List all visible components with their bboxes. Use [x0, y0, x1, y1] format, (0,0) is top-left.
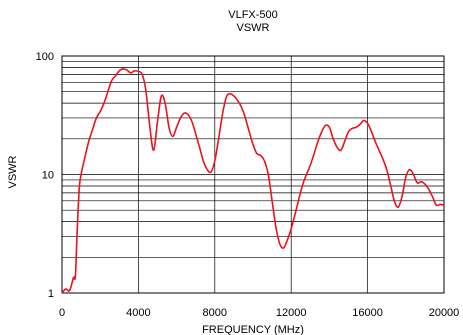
y-tick-label: 10: [42, 170, 54, 182]
tick-labels: 0 4000 8000 12000 16000 20000 1 10 100: [36, 51, 460, 319]
y-tick-label: 100: [36, 51, 54, 63]
series-line-vswr: [61, 67, 445, 294]
x-axis-label: FREQUENCY (MHz): [202, 324, 304, 335]
chart-title: VLFX-500: [228, 9, 278, 21]
x-tick-label: 16000: [352, 307, 383, 319]
y-tick-label: 1: [48, 288, 54, 300]
grid-lines: [62, 56, 444, 293]
x-tick-label: 8000: [203, 307, 227, 319]
x-tick-label: 4000: [126, 307, 150, 319]
x-tick-label: 0: [59, 307, 65, 319]
chart-subtitle: VSWR: [237, 22, 270, 34]
x-tick-label: 12000: [276, 307, 307, 319]
plot-frame: [61, 55, 445, 294]
x-tick-label: 20000: [429, 307, 460, 319]
y-axis-label: VSWR: [7, 155, 19, 188]
